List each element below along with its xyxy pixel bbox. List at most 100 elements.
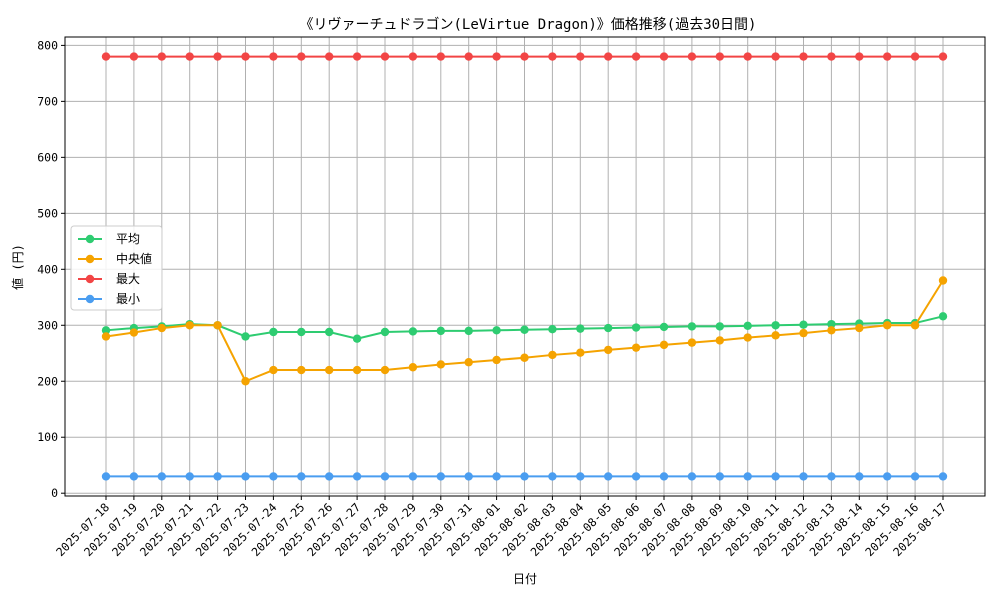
data-point [380, 365, 390, 375]
data-point [799, 52, 808, 61]
data-point [548, 324, 557, 334]
legend-box [70, 225, 163, 311]
y-axis: 0 100 200 300 400 500 600 700 800 [37, 38, 65, 500]
data-point [743, 472, 752, 481]
series-3 [101, 472, 948, 481]
data-point [604, 345, 613, 355]
data-point [687, 322, 697, 331]
data-point [297, 327, 306, 337]
x-axis: 2025-07-182025-07-192025-07-202025-07-21… [53, 496, 949, 559]
data-point [352, 334, 362, 343]
data-point [855, 52, 864, 61]
data-point [492, 472, 501, 481]
data-point [157, 472, 166, 481]
data-point [520, 353, 529, 362]
data-point [297, 472, 306, 481]
legend-marker [85, 254, 95, 264]
data-point [687, 472, 697, 481]
data-point [799, 472, 808, 481]
data-point [101, 326, 111, 335]
y-tick-label: 700 [37, 94, 58, 108]
data-point [436, 360, 445, 369]
y-tick-label: 600 [37, 150, 58, 164]
data-point [241, 472, 250, 481]
data-point [855, 323, 864, 333]
data-point [771, 321, 780, 330]
data-point [771, 52, 780, 61]
data-point [687, 52, 697, 61]
data-point [436, 472, 445, 481]
data-point [715, 472, 724, 481]
y-tick-label: 100 [37, 430, 58, 444]
data-point [827, 319, 836, 329]
data-point [269, 52, 278, 61]
data-point [548, 52, 557, 61]
data-point [883, 472, 892, 481]
data-point [297, 365, 306, 375]
data-point [938, 472, 948, 481]
data-point [938, 312, 948, 321]
data-point [185, 472, 194, 481]
data-point [548, 350, 557, 360]
data-point [938, 52, 948, 61]
y-tick-label: 200 [37, 374, 58, 388]
data-point [185, 52, 194, 61]
series-2 [101, 52, 948, 61]
data-point [269, 472, 278, 481]
data-point [408, 363, 418, 372]
data-point [101, 52, 111, 61]
data-point [492, 326, 501, 335]
data-point [631, 472, 641, 481]
y-axis-label: 値 (円) [10, 244, 25, 290]
legend-marker [85, 294, 95, 304]
data-point [715, 336, 724, 345]
data-point [576, 324, 585, 333]
series-layer [101, 52, 948, 481]
data-point [436, 52, 445, 61]
data-point [659, 472, 669, 481]
data-point [157, 323, 166, 333]
data-point [743, 333, 752, 342]
data-point [827, 472, 836, 481]
data-point [715, 52, 724, 61]
data-point [269, 365, 278, 375]
data-point [631, 323, 641, 332]
data-point [408, 472, 418, 481]
data-point [464, 358, 473, 367]
data-point [297, 52, 306, 61]
data-point [269, 327, 278, 337]
data-point [827, 52, 836, 61]
data-point [520, 325, 529, 334]
data-point [241, 377, 250, 386]
data-point [604, 52, 613, 61]
data-point [101, 472, 111, 481]
data-point [352, 472, 362, 481]
data-point [380, 327, 390, 337]
data-point [548, 472, 557, 481]
data-point [101, 332, 111, 341]
data-point [492, 355, 501, 365]
data-point [380, 52, 390, 61]
data-point [213, 321, 222, 330]
legend-marker [85, 234, 95, 244]
data-point [325, 365, 334, 375]
y-tick-label: 300 [37, 318, 58, 332]
chart-title: 《リヴァーチュドラゴン(LeVirtue Dragon)》価格推移(過去30日間… [299, 16, 756, 33]
legend-label: 平均 [116, 232, 140, 246]
series-1 [101, 276, 948, 386]
data-point [743, 321, 752, 331]
data-point [492, 52, 501, 61]
data-point [576, 52, 585, 61]
data-point [157, 52, 166, 61]
data-point [520, 472, 529, 481]
data-point [352, 365, 362, 375]
data-point [604, 472, 613, 481]
data-point [938, 276, 948, 285]
data-point [325, 52, 334, 61]
grid [65, 37, 985, 496]
data-point [576, 348, 585, 357]
data-point [129, 52, 139, 61]
data-point [910, 52, 920, 61]
data-point [771, 472, 780, 481]
